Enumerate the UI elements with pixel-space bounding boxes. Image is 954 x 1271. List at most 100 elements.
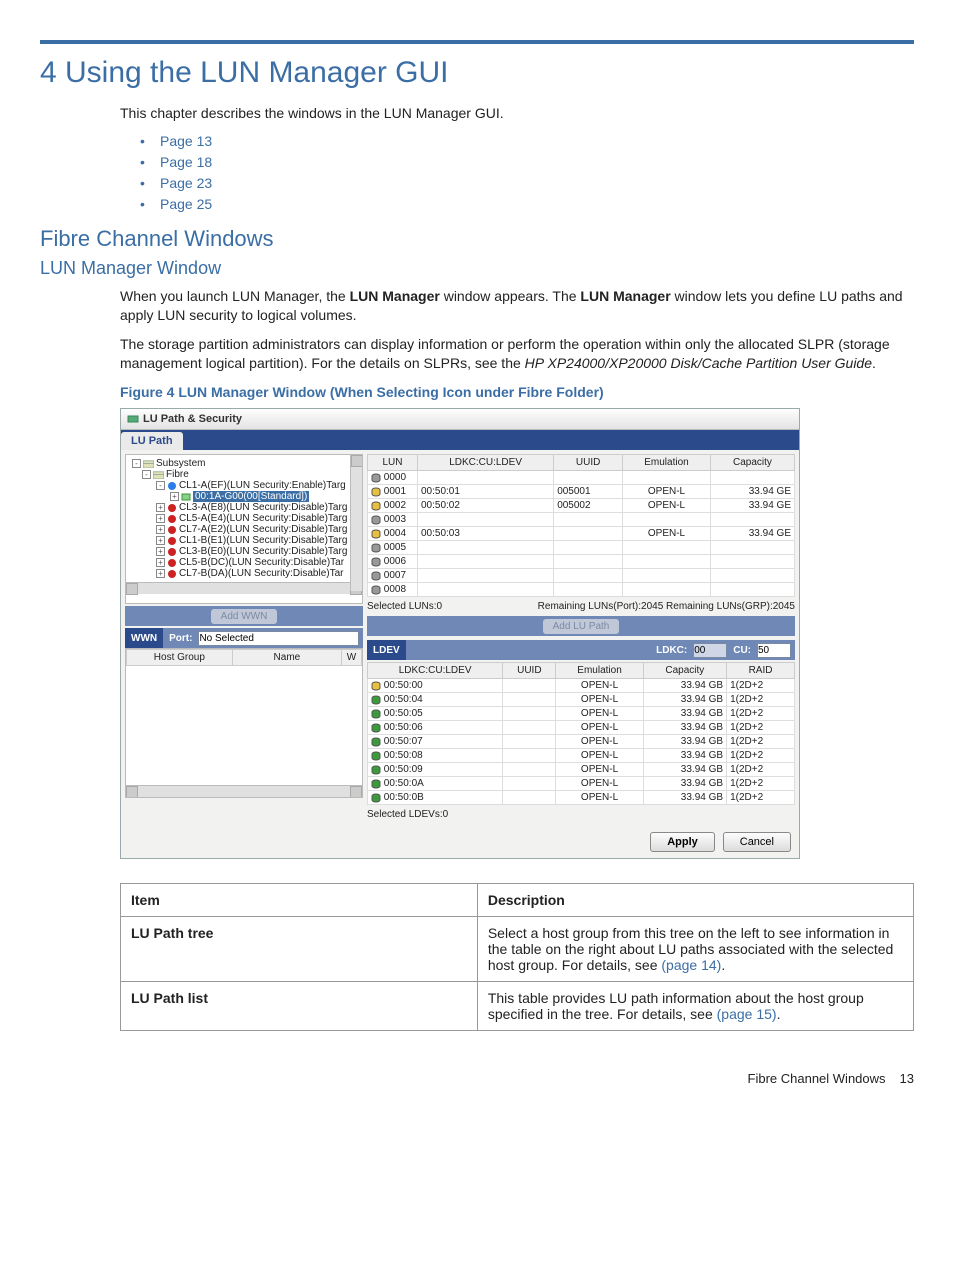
toc-link-25[interactable]: Page 25 xyxy=(160,196,212,212)
tree-item[interactable]: CL7-B(DA)(LUN Security:Disable)Tar xyxy=(179,568,343,579)
table-row[interactable]: 0006 xyxy=(368,555,795,569)
port-disabled-icon xyxy=(167,514,177,524)
storage-icon xyxy=(143,459,154,468)
scrollbar-horizontal[interactable] xyxy=(126,582,362,594)
wwn-table[interactable]: Host Group Name W xyxy=(125,648,363,798)
expand-icon[interactable]: + xyxy=(156,547,165,556)
tree-item[interactable]: CL7-A(E2)(LUN Security:Disable)Targ xyxy=(179,524,347,535)
page-link-14[interactable]: (page 14) xyxy=(661,957,721,973)
col-ldkc2[interactable]: LDKC:CU:LDEV xyxy=(368,663,503,679)
intro-paragraph: This chapter describes the windows in th… xyxy=(120,104,914,123)
scrollbar-vertical[interactable] xyxy=(350,455,362,591)
apply-button[interactable]: Apply xyxy=(650,832,715,852)
table-row[interactable]: 0008 xyxy=(368,583,795,597)
table-row[interactable]: 00:50:0BOPEN-L33.94 GB1(2D+2 xyxy=(368,791,795,805)
table-row[interactable]: 00:50:06OPEN-L33.94 GB1(2D+2 xyxy=(368,721,795,735)
col-emu[interactable]: Emulation xyxy=(623,455,711,471)
col-name[interactable]: Name xyxy=(232,650,341,666)
table-row: LU Path tree Select a host group from th… xyxy=(121,917,914,982)
hostgroup-icon xyxy=(181,492,191,502)
footer-section: Fibre Channel Windows xyxy=(748,1071,886,1086)
expand-icon[interactable]: + xyxy=(156,525,165,534)
port-disabled-icon xyxy=(167,569,177,579)
ldkc-select[interactable] xyxy=(693,643,727,658)
table-row[interactable]: 00:50:09OPEN-L33.94 GB1(2D+2 xyxy=(368,763,795,777)
table-row: LU Path list This table provides LU path… xyxy=(121,982,914,1031)
col-cap[interactable]: Capacity xyxy=(710,455,794,471)
term-lun-manager: LUN Manager xyxy=(350,288,440,304)
ldev-label: LDEV xyxy=(367,640,406,660)
tree-item[interactable]: CL5-A(E4)(LUN Security:Disable)Targ xyxy=(179,513,347,524)
cu-label: CU: xyxy=(727,645,757,656)
add-lupath-button[interactable]: Add LU Path xyxy=(543,619,620,634)
table-row[interactable]: 000400:50:03OPEN-L33.94 GE xyxy=(368,527,795,541)
table-row[interactable]: 00:50:0AOPEN-L33.94 GB1(2D+2 xyxy=(368,777,795,791)
page-link-15[interactable]: (page 15) xyxy=(717,1006,777,1022)
toc-link-13[interactable]: Page 13 xyxy=(160,133,212,149)
col-w[interactable]: W xyxy=(342,650,362,666)
text: . xyxy=(872,355,876,371)
body-paragraph-1: When you launch LUN Manager, the LUN Man… xyxy=(120,287,914,325)
col-lun[interactable]: LUN xyxy=(368,455,418,471)
ldev-table[interactable]: LDKC:CU:LDEV UUID Emulation Capacity RAI… xyxy=(367,662,795,805)
scrollbar-horizontal[interactable] xyxy=(126,785,362,797)
figure-caption: Figure 4 LUN Manager Window (When Select… xyxy=(120,384,914,400)
page-title: 4 Using the LUN Manager GUI xyxy=(40,56,914,90)
table-row[interactable]: 000100:50:01005001OPEN-L33.94 GE xyxy=(368,485,795,499)
page-footer: Fibre Channel Windows 13 xyxy=(40,1071,914,1086)
tree-item[interactable]: CL1-B(E1)(LUN Security:Disable)Targ xyxy=(179,535,347,546)
tree-item[interactable]: CL1-A(EF)(LUN Security:Enable)Targ xyxy=(179,480,346,491)
col-uuid2[interactable]: UUID xyxy=(503,663,556,679)
col-ldkc[interactable]: LDKC:CU:LDEV xyxy=(418,455,554,471)
expand-icon[interactable]: - xyxy=(156,481,165,490)
table-row[interactable]: 000200:50:02005002OPEN-L33.94 GE xyxy=(368,499,795,513)
table-row[interactable]: 0000 xyxy=(368,471,795,485)
lun-status-row: Selected LUNs:0 Remaining LUNs(Port):204… xyxy=(367,599,795,614)
wwn-label: WWN xyxy=(125,628,163,648)
toc-link-23[interactable]: Page 23 xyxy=(160,175,212,191)
col-uuid[interactable]: UUID xyxy=(554,455,623,471)
table-row[interactable]: 00:50:05OPEN-L33.94 GB1(2D+2 xyxy=(368,707,795,721)
port-disabled-icon xyxy=(167,547,177,557)
port-label: Port: xyxy=(163,633,198,644)
storage-icon xyxy=(153,470,164,479)
table-row[interactable]: 00:50:04OPEN-L33.94 GB1(2D+2 xyxy=(368,693,795,707)
port-select[interactable] xyxy=(198,631,359,646)
col-emu2[interactable]: Emulation xyxy=(556,663,643,679)
add-wwn-button[interactable]: Add WWN xyxy=(211,609,278,624)
tree-item[interactable]: CL3-A(E8)(LUN Security:Disable)Targ xyxy=(179,502,347,513)
subsection-heading: LUN Manager Window xyxy=(40,258,914,279)
table-row[interactable]: 00:50:08OPEN-L33.94 GB1(2D+2 xyxy=(368,749,795,763)
expand-icon[interactable]: + xyxy=(156,569,165,578)
col-hostgroup[interactable]: Host Group xyxy=(127,650,233,666)
expand-icon[interactable]: + xyxy=(156,558,165,567)
lupath-tree[interactable]: - Subsystem - Fibre - CL1-A(EF)(LUN Secu… xyxy=(125,454,363,604)
expand-icon[interactable]: + xyxy=(156,503,165,512)
expand-icon[interactable]: - xyxy=(142,470,151,479)
expand-icon[interactable]: + xyxy=(170,492,179,501)
expand-icon[interactable]: + xyxy=(156,514,165,523)
table-row[interactable]: 00:50:07OPEN-L33.94 GB1(2D+2 xyxy=(368,735,795,749)
text: . xyxy=(721,957,725,973)
cu-select[interactable] xyxy=(757,643,791,658)
tab-lupath[interactable]: LU Path xyxy=(121,432,183,450)
toc-link-18[interactable]: Page 18 xyxy=(160,154,212,170)
tab-strip: LU Path xyxy=(121,430,799,450)
tree-item[interactable]: CL5-B(DC)(LUN Security:Disable)Tar xyxy=(179,557,344,568)
tree-item-selected[interactable]: 00:1A-G00(00[Standard]) xyxy=(193,491,309,502)
tree-item-subsystem[interactable]: Subsystem xyxy=(156,458,205,469)
text: window appears. The xyxy=(444,288,581,304)
col-cap2[interactable]: Capacity xyxy=(643,663,726,679)
tree-item-fibre[interactable]: Fibre xyxy=(166,469,189,480)
cancel-button[interactable]: Cancel xyxy=(723,832,791,852)
table-row[interactable]: 0007 xyxy=(368,569,795,583)
expand-icon[interactable]: + xyxy=(156,536,165,545)
lun-table[interactable]: LUN LDKC:CU:LDEV UUID Emulation Capacity… xyxy=(367,454,795,597)
col-raid[interactable]: RAID xyxy=(727,663,795,679)
table-row[interactable]: 00:50:00OPEN-L33.94 GB1(2D+2 xyxy=(368,679,795,693)
table-row[interactable]: 0003 xyxy=(368,513,795,527)
window-title: LU Path & Security xyxy=(143,413,242,425)
tree-item[interactable]: CL3-B(E0)(LUN Security:Disable)Targ xyxy=(179,546,347,557)
expand-icon[interactable]: - xyxy=(132,459,141,468)
table-row[interactable]: 0005 xyxy=(368,541,795,555)
